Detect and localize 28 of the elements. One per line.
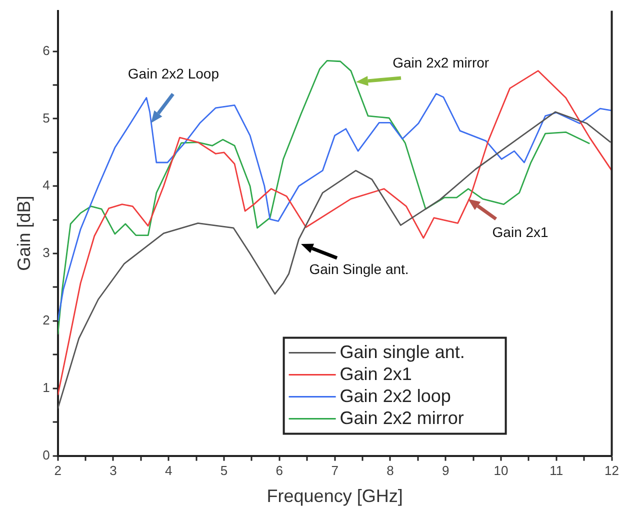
x-tick-label: 10 [494,463,508,478]
y-tick-label: 6 [42,42,50,58]
y-tick-label: 5 [42,110,50,126]
y-tick-label: 3 [42,245,50,260]
x-tick-label: 12 [604,463,620,478]
x-tick-label: 3 [110,463,117,478]
x-axis-title: Frequency [GHz] [266,486,403,506]
x-tick-label: 2 [54,463,62,478]
y-tick-label: 1 [42,380,50,395]
y-tick-label: 0 [42,447,50,462]
x-tick-label: 5 [220,463,228,478]
x-tick-label: 6 [276,463,284,478]
y-tick-label: 4 [42,178,50,193]
annotation: Gain 2x1 [492,224,549,240]
y-axis-title: Gain [dB] [14,196,34,271]
y-tick-label: 2 [42,312,50,328]
legend-label: Gain single ant. [340,342,465,362]
legend-label: Gain 2x2 loop [340,386,451,406]
x-tick-label: 8 [386,463,394,478]
x-tick-label: 11 [550,463,564,478]
x-tick-label: 4 [165,463,172,478]
x-tick-label: 9 [442,463,450,478]
legend-label: Gain 2x1 [340,364,412,384]
legend-label: Gain 2x2 mirror [340,408,464,428]
annotation: Gain 2x2 Loop [128,66,220,82]
x-tick-label: 7 [331,463,338,478]
annotation: Gain Single ant. [309,260,409,277]
annotation: Gain 2x2 mirror [392,54,490,70]
